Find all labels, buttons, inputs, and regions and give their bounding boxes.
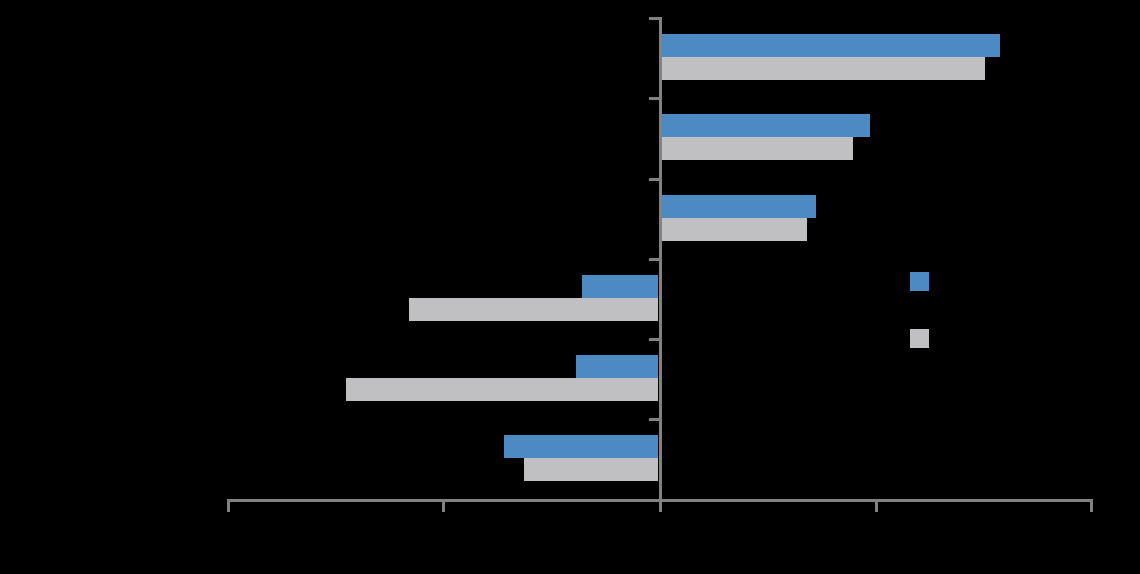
- bar-gray-cat2: [661, 137, 853, 161]
- bar-gray-cat6: [523, 458, 659, 482]
- bar-blue-cat2: [661, 114, 870, 138]
- category-axis-tick: [648, 177, 659, 181]
- bar-blue-cat1: [661, 34, 1000, 58]
- category-axis-tick: [648, 418, 659, 422]
- legend-swatch-gray: [910, 329, 929, 348]
- bar-blue-cat6: [504, 435, 659, 459]
- category-axis-tick: [648, 17, 659, 20]
- value-axis-tick: [1090, 501, 1093, 512]
- bar-blue-cat5: [575, 355, 659, 379]
- bar-blue-cat4: [582, 274, 659, 298]
- value-axis-line: [227, 498, 1093, 502]
- bar-gray-cat4: [408, 297, 659, 321]
- value-axis-tick: [658, 501, 662, 512]
- value-axis-tick: [227, 501, 230, 512]
- category-axis-line: [658, 17, 662, 512]
- bar-gray-cat1: [661, 57, 985, 81]
- value-axis-tick: [442, 501, 445, 512]
- bar-gray-cat3: [661, 217, 808, 241]
- legend-swatch-blue: [910, 272, 929, 291]
- category-axis-tick: [648, 97, 659, 101]
- category-axis-tick: [648, 257, 659, 261]
- category-axis-tick: [648, 338, 659, 341]
- value-axis-tick: [875, 501, 878, 512]
- bar-gray-cat5: [346, 378, 659, 402]
- bar-blue-cat3: [661, 194, 816, 218]
